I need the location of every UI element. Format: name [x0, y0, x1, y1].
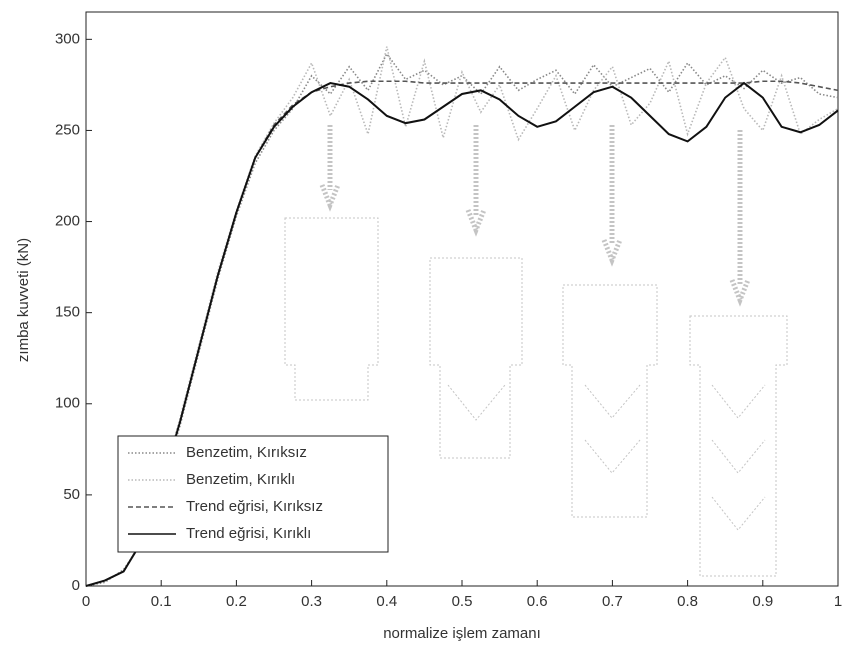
- series-line: [85, 81, 839, 587]
- legend-label: Trend eğrisi, Kırıksız: [186, 498, 323, 515]
- x-tick-label: 0.3: [301, 593, 322, 610]
- x-tick-label: 0.2: [226, 593, 247, 610]
- y-tick-label: 200: [55, 213, 80, 230]
- x-tick-label: 0.8: [677, 593, 698, 610]
- y-tick-label: 300: [55, 30, 80, 47]
- series-line: [85, 80, 839, 587]
- legend-label: Trend eğrisi, Kırıklı: [186, 525, 311, 542]
- specimen-sketches: [284, 125, 788, 577]
- y-tick-label: 150: [55, 304, 80, 321]
- legend-label: Benzetim, Kırıklı: [186, 471, 295, 488]
- y-axis-label: zımba kuvveti (kN): [15, 238, 32, 362]
- x-tick-label: 0.6: [527, 593, 548, 610]
- y-tick-label: 250: [55, 121, 80, 138]
- x-tick-label: 0.7: [602, 593, 623, 610]
- x-tick-label: 0.1: [151, 593, 172, 610]
- x-tick-label: 0.4: [376, 593, 397, 610]
- x-axis-label: normalize işlem zamanı: [383, 625, 541, 642]
- y-tick-label: 100: [55, 395, 80, 412]
- x-tick-label: 0: [82, 593, 90, 610]
- x-tick-label: 0.9: [752, 593, 773, 610]
- y-tick-label: 50: [63, 486, 80, 503]
- y-tick-label: 0: [72, 577, 80, 594]
- legend-label: Benzetim, Kırıksız: [186, 444, 307, 461]
- x-tick-label: 1: [834, 593, 842, 610]
- legend-box: [117, 435, 389, 553]
- x-tick-label: 0.5: [452, 593, 473, 610]
